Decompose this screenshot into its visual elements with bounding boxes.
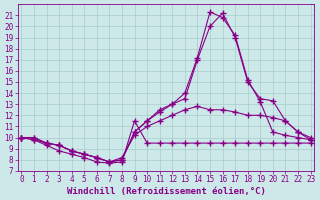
X-axis label: Windchill (Refroidissement éolien,°C): Windchill (Refroidissement éolien,°C) — [67, 187, 265, 196]
